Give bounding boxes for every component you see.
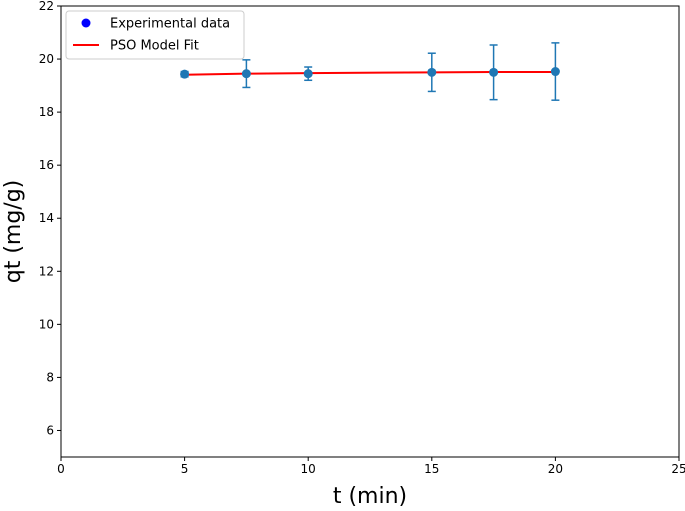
legend-box [65, 10, 245, 60]
legend-entries: Experimental data PSO Model Fit [73, 17, 230, 54]
legend-label: Experimental data [110, 17, 230, 32]
data-point [241, 69, 251, 79]
y-tick-label: 22 [39, 0, 54, 13]
y-tick-label: 20 [39, 52, 54, 66]
y-tick-label: 10 [39, 317, 54, 331]
data-point [303, 69, 313, 79]
y-axis-label: qt (mg/g) [1, 180, 26, 284]
axes-frame [60, 5, 680, 458]
x-tick-label: 15 [424, 462, 439, 476]
model-fit-line [184, 71, 556, 76]
legend-label: PSO Model Fit [110, 39, 199, 54]
x-tick-label: 0 [57, 462, 65, 476]
data-point [550, 67, 560, 77]
y-tick-label: 6 [46, 423, 54, 437]
x-tick-label: 5 [181, 462, 189, 476]
y-tick-label: 12 [39, 264, 54, 278]
data-point [180, 69, 190, 79]
legend-entry: Experimental data [81, 17, 230, 32]
y-tick-label: 8 [46, 370, 54, 384]
data-point [489, 67, 499, 77]
axes-layer: 0 5 10 15 20 25 6 8 10 12 14 16 18 20 22 [39, 0, 685, 476]
y-tick-label: 14 [39, 211, 54, 225]
x-axis-label: t (min) [333, 484, 407, 507]
x-tick-label: 25 [671, 462, 685, 476]
legend-entry: PSO Model Fit [73, 39, 199, 54]
y-tick-label: 16 [39, 158, 54, 172]
plot-content [180, 42, 560, 101]
legend-marker [81, 18, 91, 28]
data-point [427, 67, 437, 77]
legend: Experimental data PSO Model Fit [65, 10, 245, 60]
x-tick-label: 10 [301, 462, 316, 476]
y-tick-label: 18 [39, 105, 54, 119]
x-tick-label: 20 [548, 462, 563, 476]
